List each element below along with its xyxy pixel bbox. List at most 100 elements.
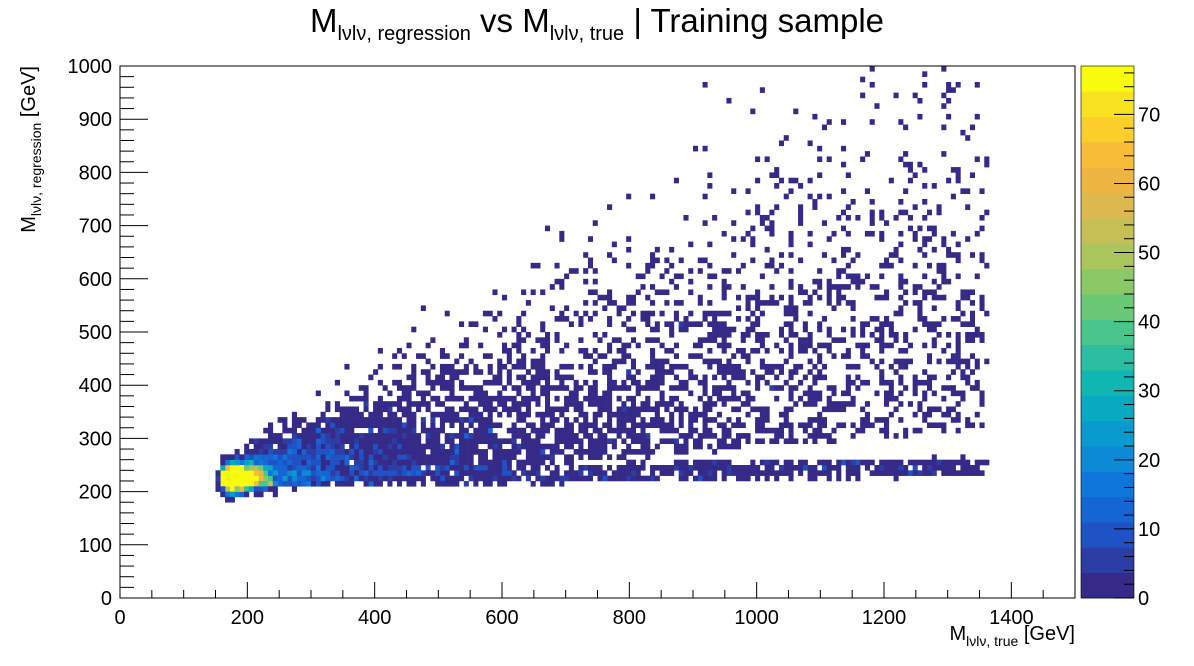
heatmap-bin [325, 401, 331, 407]
heatmap-bin [387, 475, 393, 482]
heatmap-bin [726, 358, 732, 365]
heatmap-bin [401, 470, 407, 476]
heatmap-bin [946, 332, 952, 338]
heatmap-bin [607, 395, 613, 402]
heatmap-bin [635, 475, 641, 482]
heatmap-bin [430, 417, 436, 423]
heatmap-bin [511, 470, 517, 476]
heatmap-bin [769, 369, 775, 375]
heatmap-bin [788, 347, 794, 354]
heatmap-bin [320, 411, 326, 418]
heatmap-bin [363, 385, 369, 391]
heatmap-bin [554, 385, 560, 391]
heatmap-bin [783, 379, 789, 386]
heatmap-bin [650, 347, 656, 354]
heatmap-bin [926, 326, 933, 333]
heatmap-bin [263, 459, 269, 466]
heatmap-bin [707, 172, 713, 179]
heatmap-bin [735, 475, 742, 482]
heatmap-bin [344, 470, 350, 476]
heatmap-bin [831, 390, 837, 397]
heatmap-bin [659, 273, 665, 280]
heatmap-bin [544, 465, 551, 471]
heatmap-bin [554, 427, 560, 434]
heatmap-bin [544, 342, 551, 349]
heatmap-bin [311, 459, 317, 466]
heatmap-bin [841, 145, 847, 152]
heatmap-bin [621, 358, 627, 365]
heatmap-bin [306, 433, 312, 439]
heatmap-bin [392, 470, 398, 476]
heatmap-bin [301, 480, 307, 487]
heatmap-bin [903, 278, 909, 285]
heatmap-bin [449, 385, 455, 391]
heatmap-bin [903, 209, 909, 216]
heatmap-bin [411, 417, 417, 423]
heatmap-bin [616, 470, 622, 476]
heatmap-bin [439, 401, 446, 407]
heatmap-bin [435, 427, 441, 434]
heatmap-bin [511, 454, 517, 460]
heatmap-bin [946, 465, 952, 471]
title-part3: | Training sample [624, 2, 884, 39]
heatmap-bin [874, 417, 880, 423]
heatmap-bin [568, 401, 574, 407]
heatmap-bin [573, 433, 579, 439]
heatmap-bin [793, 310, 799, 317]
heatmap-bin [831, 337, 837, 343]
heatmap-bin [497, 459, 503, 466]
heatmap-bin [382, 406, 388, 413]
heatmap-bin [941, 66, 947, 72]
heatmap-bin [444, 406, 450, 413]
heatmap-bin [234, 470, 240, 476]
heatmap-bin [459, 379, 465, 386]
heatmap-bin [697, 342, 703, 349]
heatmap-bin [439, 385, 446, 391]
heatmap-bin [764, 332, 770, 338]
heatmap-bin [435, 374, 441, 381]
heatmap-bin [377, 347, 383, 354]
heatmap-bin [707, 470, 713, 476]
heatmap-bin [377, 443, 383, 450]
heatmap-bin [411, 385, 417, 391]
heatmap-bin [497, 411, 503, 418]
heatmap-bin [778, 326, 785, 333]
heatmap-bin [516, 475, 522, 482]
heatmap-bin [449, 417, 455, 423]
heatmap-bin [482, 449, 488, 455]
heatmap-bin [406, 433, 412, 439]
heatmap-bin [468, 385, 474, 391]
heatmap-bin [621, 406, 627, 413]
heatmap-bin [946, 252, 952, 258]
heatmap-bin [521, 395, 527, 402]
heatmap-bin [449, 379, 455, 386]
heatmap-bin [502, 480, 508, 487]
heatmap-bin [396, 470, 403, 476]
heatmap-bin [597, 406, 603, 413]
heatmap-bin [587, 390, 594, 397]
heatmap-bin [554, 417, 560, 423]
heatmap-bin [540, 480, 546, 487]
heatmap-bin [626, 395, 632, 402]
heatmap-bin [621, 353, 627, 359]
heatmap-bin [611, 385, 617, 391]
heatmap-bin [301, 417, 307, 423]
heatmap-bin [296, 480, 302, 487]
heatmap-bin [735, 363, 742, 370]
heatmap-bin [926, 411, 933, 418]
heatmap-bin [884, 390, 890, 397]
heatmap-bin [716, 326, 722, 333]
heatmap-bin [764, 214, 770, 221]
heatmap-bin [750, 310, 756, 317]
heatmap-bin [812, 374, 818, 381]
heatmap-bin [468, 417, 474, 423]
heatmap-bin [888, 332, 894, 338]
heatmap-bin [454, 454, 460, 460]
heatmap-bin [573, 390, 579, 397]
heatmap-bin [788, 374, 794, 381]
heatmap-bin [735, 438, 742, 445]
heatmap-bin [449, 411, 455, 418]
heatmap-bin [817, 369, 823, 375]
heatmap-bin [578, 411, 584, 418]
heatmap-bin [688, 422, 694, 429]
